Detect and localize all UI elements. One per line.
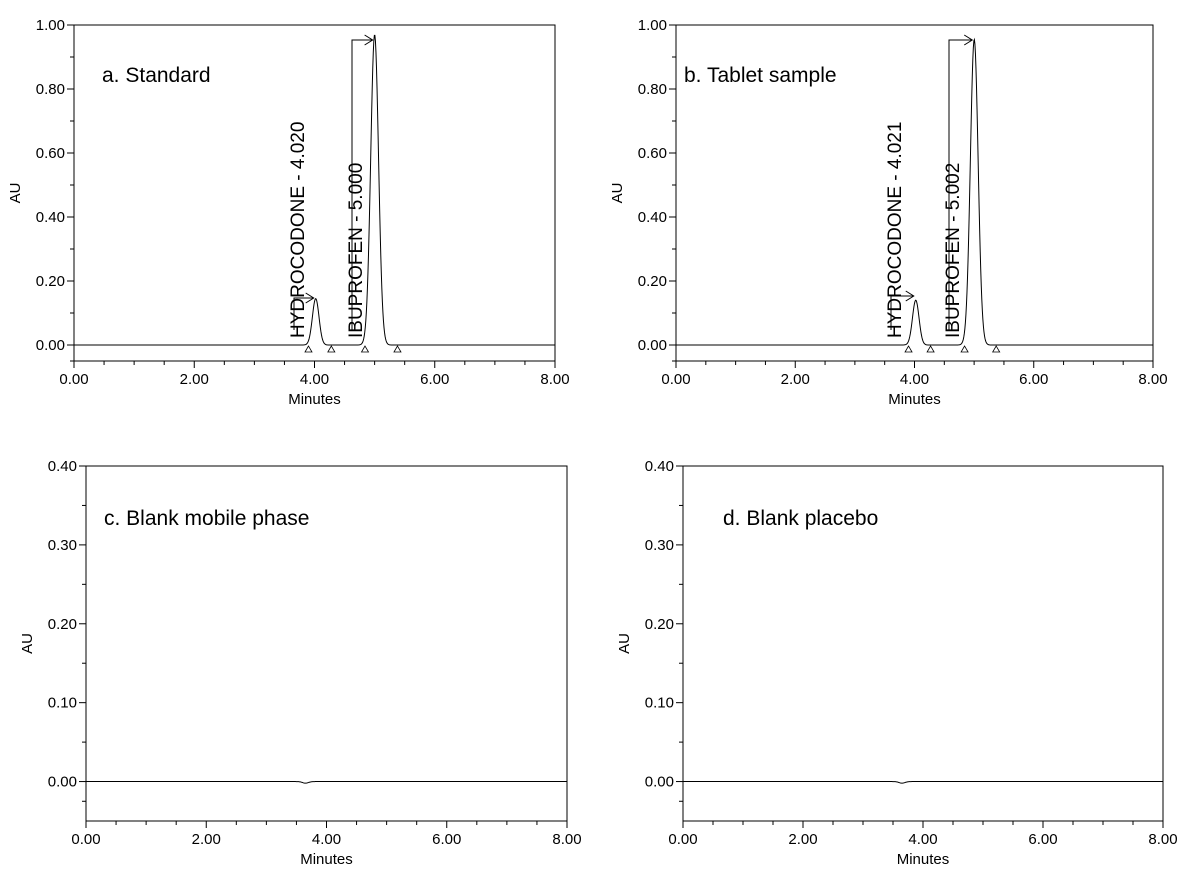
y-tick-label: 0.20 [645, 616, 674, 633]
chart-title: a. Standard [102, 64, 211, 87]
x-tick-label: 6.00 [420, 371, 449, 388]
peak-hydrocodone: HYDROCODONE - 4.021 [885, 122, 935, 353]
peak-callout-line [351, 39, 373, 330]
chart-title: d. Blank placebo [723, 507, 878, 530]
integration-marker [904, 345, 913, 353]
integration-marker [360, 345, 370, 353]
chart-title: b. Tablet sample [684, 64, 837, 87]
x-tick-label: 0.00 [71, 831, 100, 848]
x-axis-label: Minutes [288, 391, 341, 408]
x-tick-label: 2.00 [781, 371, 810, 388]
y-axis-label: AU [7, 183, 24, 204]
y-tick-label: 0.00 [36, 337, 65, 354]
peak-callout-line [890, 295, 914, 330]
peak-ibuprofen: IBUPROFEN - 5.002 [943, 34, 1001, 353]
x-tick-label: 6.00 [1028, 831, 1057, 848]
y-tick-label: 0.20 [36, 273, 65, 290]
y-tick-label: 0.30 [48, 537, 77, 554]
peak-callout-line [293, 297, 314, 330]
integration-marker [393, 345, 402, 353]
y-tick-label: 0.60 [36, 145, 65, 162]
peak-ibuprofen: IBUPROFEN - 5.000 [346, 34, 402, 353]
y-axis-label: AU [616, 633, 633, 654]
signal-trace [86, 781, 567, 784]
y-tick-label: 0.40 [645, 458, 674, 475]
peak-callout-arrow [963, 34, 974, 46]
x-tick-label: 2.00 [788, 831, 817, 848]
peak-callout-line [948, 39, 973, 330]
y-tick-label: 0.10 [48, 695, 77, 712]
x-tick-label: 8.00 [1148, 831, 1177, 848]
y-tick-label: 0.10 [645, 695, 674, 712]
peak-hydrocodone: HYDROCODONE - 4.020 [288, 122, 336, 353]
integration-marker [926, 345, 935, 353]
integration-marker [304, 345, 313, 353]
chart-panel-c: 0.00 2.00 4.00 6.00 8.00 0.00 0.10 0.20 0.30 0.40… [19, 458, 582, 868]
y-tick-label: 0.40 [638, 209, 667, 226]
y-tick-label: 0.00 [638, 337, 667, 354]
chart-title: c. Blank mobile phase [104, 507, 309, 530]
x-tick-label: 8.00 [552, 831, 581, 848]
chart-panel-d: 0.00 2.00 4.00 6.00 8.00 0.00 0.10 0.20 0.30 0.40… [616, 458, 1178, 868]
y-tick-label: 0.20 [48, 616, 77, 633]
y-axis-label: AU [19, 633, 36, 654]
x-tick-label: 0.00 [59, 371, 88, 388]
y-tick-label: 0.40 [48, 458, 77, 475]
x-axis-label: Minutes [888, 391, 941, 408]
x-tick-label: 8.00 [1138, 371, 1167, 388]
x-tick-label: 0.00 [661, 371, 690, 388]
peak-label: HYDROCODONE - 4.021 [885, 122, 906, 338]
x-tick-label: 6.00 [432, 831, 461, 848]
signal-trace [683, 781, 1163, 784]
peak-callout-arrow [305, 292, 315, 304]
chart-panel-a: 0.00 2.00 4.00 6.00 8.00 0.00 0.20 0.40 0.60 0.80… [7, 17, 570, 408]
x-tick-label: 0.00 [668, 831, 697, 848]
chart-panel-b: 0.00 2.00 4.00 6.00 8.00 0.00 0.20 0.40 0.60 0.80… [609, 17, 1168, 408]
x-tick-label: 8.00 [540, 371, 569, 388]
integration-marker [327, 345, 336, 353]
y-tick-label: 0.00 [48, 774, 77, 791]
integration-marker [991, 345, 1001, 353]
signal-trace [74, 34, 555, 346]
x-tick-label: 2.00 [192, 831, 221, 848]
x-tick-label: 4.00 [908, 831, 937, 848]
y-tick-label: 0.00 [645, 774, 674, 791]
y-tick-label: 0.80 [638, 81, 667, 98]
peak-label: HYDROCODONE - 4.020 [288, 122, 309, 338]
y-tick-label: 0.60 [638, 145, 667, 162]
x-tick-label: 4.00 [300, 371, 329, 388]
x-tick-label: 6.00 [1019, 371, 1048, 388]
x-tick-label: 4.00 [900, 371, 929, 388]
x-axis-label: Minutes [300, 851, 353, 868]
signal-trace [676, 37, 1153, 346]
peak-label: IBUPROFEN - 5.002 [943, 163, 964, 338]
y-tick-label: 0.80 [36, 81, 65, 98]
y-tick-label: 0.40 [36, 209, 65, 226]
y-tick-label: 1.00 [638, 17, 667, 34]
x-axis-label: Minutes [897, 851, 950, 868]
y-tick-label: 0.30 [645, 537, 674, 554]
y-tick-label: 1.00 [36, 17, 65, 34]
x-tick-label: 4.00 [312, 831, 341, 848]
peak-callout-arrow [905, 290, 915, 302]
peak-label: IBUPROFEN - 5.000 [346, 163, 367, 338]
peak-callout-arrow [364, 34, 374, 46]
y-tick-label: 0.20 [638, 273, 667, 290]
y-axis-label: AU [609, 183, 626, 204]
integration-marker [960, 345, 969, 353]
x-tick-label: 2.00 [180, 371, 209, 388]
